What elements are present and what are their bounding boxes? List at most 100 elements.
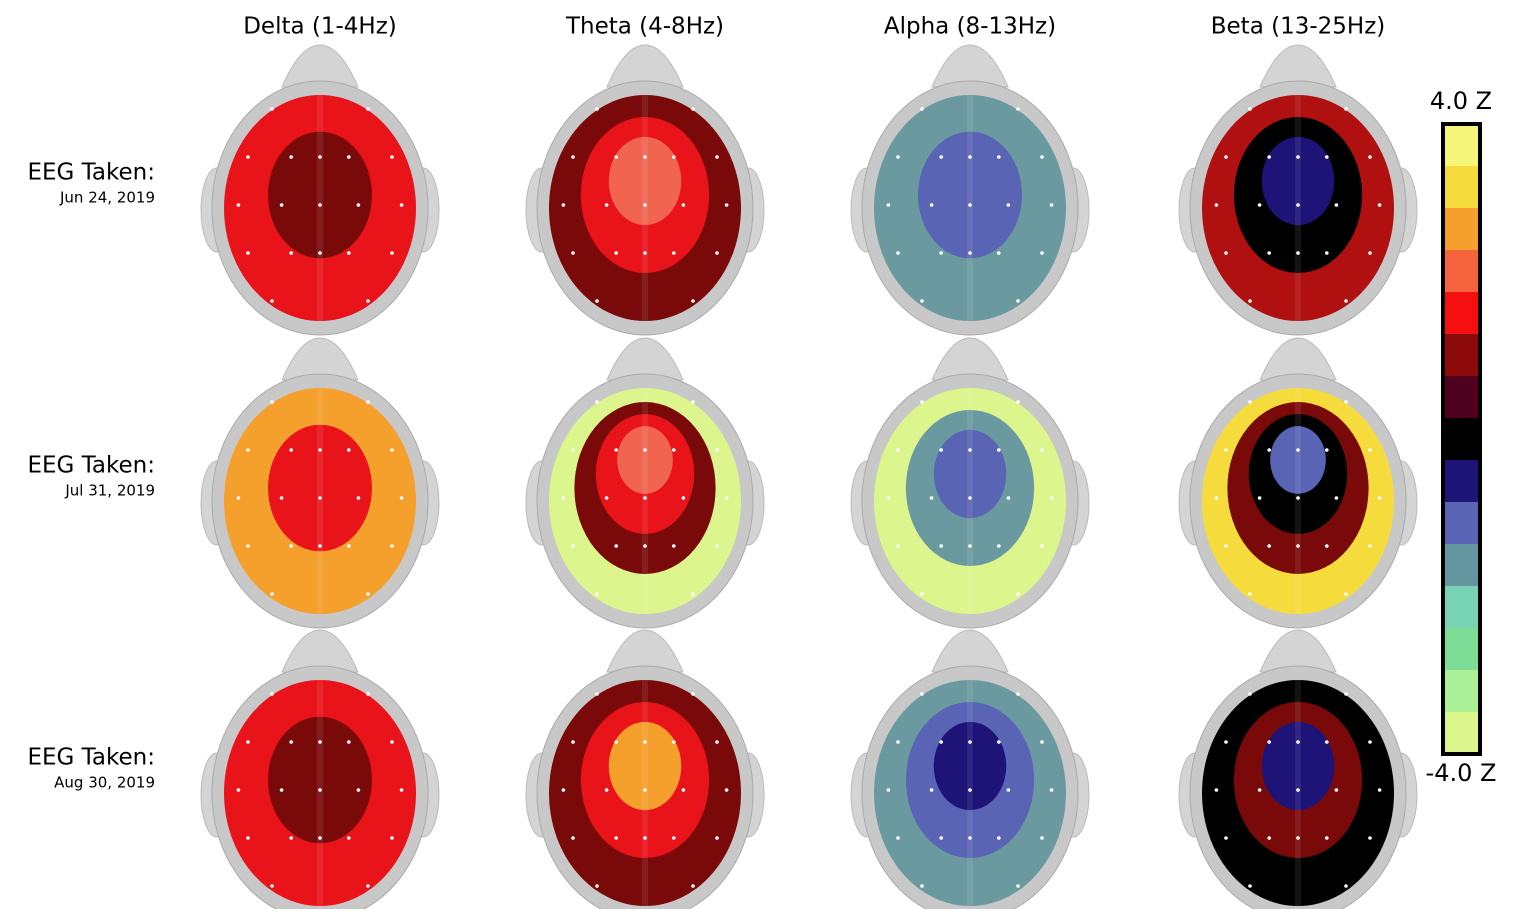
electrode [1248,592,1252,596]
electrode [1049,203,1054,207]
electrode [1214,496,1219,500]
electrode [289,836,294,840]
electrode [595,692,599,696]
electrode [1368,251,1372,255]
electrode [681,203,686,207]
colorbar-frame [1441,122,1482,756]
electrode [939,544,943,548]
electrode [1344,107,1348,111]
electrode [1325,544,1329,548]
electrode [318,203,322,207]
electrode [1296,544,1300,548]
electrode [270,299,274,303]
electrode [595,884,599,888]
electrode [997,155,1001,159]
electrode [968,740,972,744]
electrode [939,155,943,159]
electrode [1267,155,1271,159]
electrode [1224,251,1228,255]
electrode [366,692,370,696]
row-date: Aug 30, 2019 [54,774,155,792]
electrode [289,448,294,452]
electrode [390,155,394,159]
electrode [1296,203,1300,207]
electrode [279,496,284,500]
electrode [1377,788,1382,792]
midline [967,95,973,321]
electrode [968,544,972,548]
electrode [939,251,943,255]
electrode [246,740,250,744]
electrode [1224,740,1228,744]
topomap [874,95,1066,321]
nose [931,44,1009,88]
electrode [920,692,924,696]
topomap [224,388,416,614]
electrode [1344,400,1348,404]
electrode [1368,544,1372,548]
colorbar-step [1443,460,1480,503]
electrode [270,592,274,596]
electrode [997,251,1001,255]
column-title: Theta (4-8Hz) [565,14,724,40]
colorbar-step [1443,418,1480,461]
electrode [643,544,647,548]
electrode [366,107,370,111]
electrode [643,788,647,792]
electrode [1296,740,1300,744]
electrode [968,788,972,792]
colorbar-step [1443,208,1480,251]
electrode [390,740,394,744]
electrode [1040,740,1044,744]
electrode [347,740,351,744]
nose [1259,337,1337,381]
electrode [347,448,351,452]
electrode [968,155,972,159]
electrode [356,496,361,500]
electrode [691,299,695,303]
electrode [246,448,250,452]
topomap-region [268,131,372,259]
electrode [1296,788,1300,792]
colorbar-step [1443,292,1480,335]
colorbar-min: -4.0 Z [1426,759,1497,787]
electrode [886,496,891,500]
electrode [929,203,934,207]
electrode [614,448,618,452]
topomap-region [268,424,372,552]
electrode [1040,251,1044,255]
electrode [614,251,618,255]
electrode [356,203,361,207]
electrode [318,740,322,744]
electrode [1214,203,1219,207]
electrode [1006,496,1011,500]
electrode [561,203,566,207]
electrode [643,448,647,452]
electrode [1296,496,1300,500]
nose [606,337,684,381]
colorbar-step [1443,712,1480,755]
electrode [929,496,934,500]
electrode [399,203,404,207]
electrode [347,836,351,840]
head-map [850,337,1090,629]
electrode [691,884,695,888]
electrode [1049,496,1054,500]
nose [281,629,359,673]
electrode [318,544,322,548]
electrode [270,884,274,888]
colorbar-step [1443,376,1480,419]
electrode [1248,107,1252,111]
colorbar-step [1443,670,1480,713]
electrode [643,496,647,500]
midline [1295,680,1301,906]
electrode [1344,299,1348,303]
electrode [318,496,322,500]
electrode [236,788,241,792]
electrode [236,496,241,500]
electrode [672,740,676,744]
electrode [595,400,599,404]
electrode [614,836,618,840]
electrode [672,448,676,452]
electrode [1257,788,1262,792]
